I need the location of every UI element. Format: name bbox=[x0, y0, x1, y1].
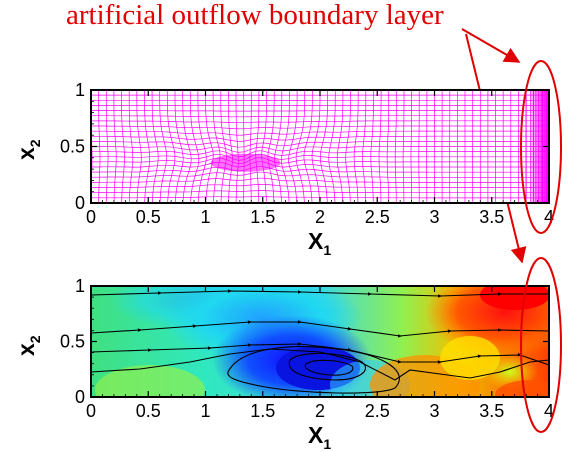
x-tick-label: 2 bbox=[315, 401, 325, 421]
y-tick-label: 0 bbox=[75, 387, 85, 407]
x-tick-label: 0 bbox=[86, 401, 96, 421]
x-tick-label: 0 bbox=[86, 207, 96, 227]
x-tick-label: 2.5 bbox=[365, 207, 390, 227]
y-tick-label: 1 bbox=[75, 276, 85, 296]
outflow-ellipse-bottom bbox=[520, 257, 562, 433]
vortex-core bbox=[288, 352, 367, 381]
x-tick-label: 1.5 bbox=[250, 401, 275, 421]
mesh-axes: 0 0.5 1 1.5 2 2.5 3 3.5 4 0 0.5 1 bbox=[60, 80, 554, 227]
streamlines bbox=[91, 289, 549, 394]
flow-xlabel: X1 bbox=[308, 422, 331, 452]
annotation-title: artificial outflow boundary layer bbox=[66, 0, 444, 31]
x-tick-label: 1 bbox=[200, 401, 210, 421]
y-tick-label: 0.5 bbox=[60, 332, 85, 352]
flow-plot: 0 0.5 1 1.5 2 2.5 3 3.5 4 0 0.5 1 X1 x2 bbox=[13, 276, 554, 452]
x-tick-label: 3 bbox=[429, 401, 439, 421]
x-tick-label: 1.5 bbox=[250, 207, 275, 227]
mesh-refinement bbox=[210, 153, 281, 172]
y-tick-label: 1 bbox=[75, 80, 85, 100]
mesh-plot: 0 0.5 1 1.5 2 2.5 3 3.5 4 0 0.5 1 X1 x2 bbox=[13, 80, 554, 258]
flow-axes: 0 0.5 1 1.5 2 2.5 3 3.5 4 0 0.5 1 bbox=[60, 276, 554, 421]
streamline-3 bbox=[91, 342, 549, 366]
x-tick-label: 4 bbox=[544, 207, 554, 227]
outflow-ellipse-top bbox=[520, 60, 562, 234]
x-tick-label: 4 bbox=[544, 401, 554, 421]
vortex-streamline bbox=[227, 346, 400, 394]
x-tick-label: 2.5 bbox=[365, 401, 390, 421]
x-tick-label: 0.5 bbox=[136, 401, 161, 421]
annotation-arrow-top bbox=[461, 28, 521, 63]
streamline-1 bbox=[91, 289, 549, 298]
x-tick-label: 1 bbox=[200, 207, 210, 227]
y-tick-label: 0.5 bbox=[60, 137, 85, 157]
flow-ylabel: x2 bbox=[13, 335, 43, 356]
streamline-4 bbox=[91, 348, 549, 381]
vortex-core-inner bbox=[304, 359, 354, 376]
x-tick-label: 2 bbox=[315, 207, 325, 227]
x-tick-label: 0.5 bbox=[136, 207, 161, 227]
streamline-2 bbox=[91, 320, 549, 338]
mesh-xlabel: X1 bbox=[308, 228, 331, 258]
x-tick-label: 3.5 bbox=[479, 207, 504, 227]
mesh-ylabel: x2 bbox=[13, 139, 43, 160]
y-tick-label: 0 bbox=[75, 193, 85, 213]
x-tick-label: 3 bbox=[429, 207, 439, 227]
x-tick-label: 3.5 bbox=[479, 401, 504, 421]
